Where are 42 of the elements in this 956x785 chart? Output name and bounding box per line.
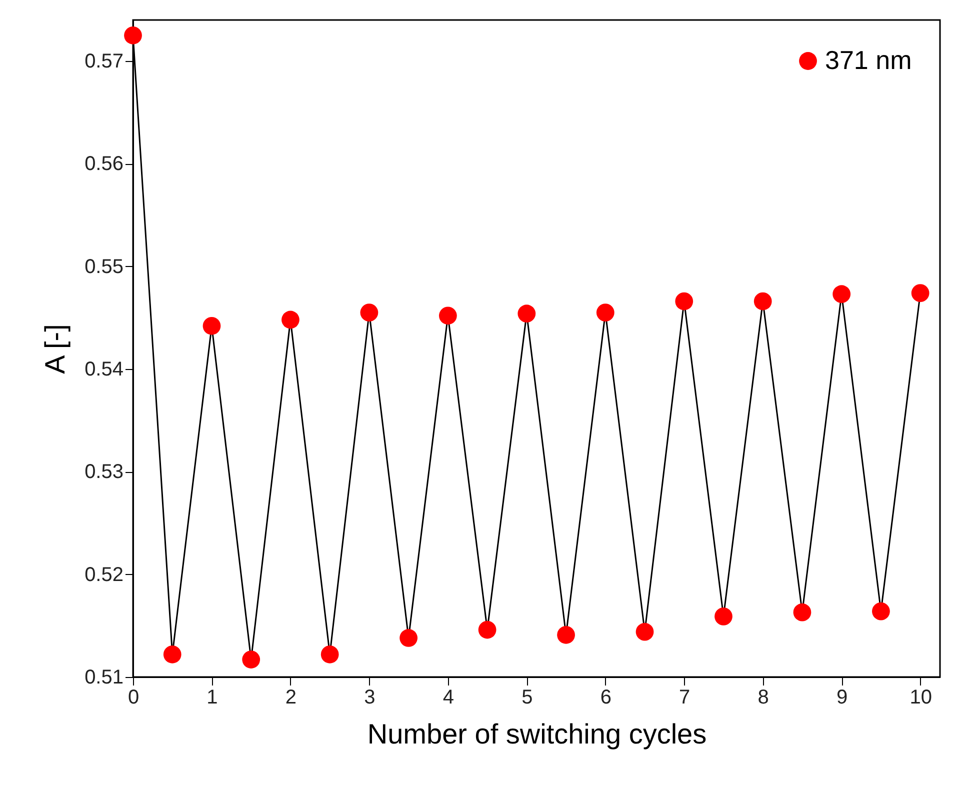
point [754, 292, 772, 310]
legend-label: 371 nm [825, 45, 912, 75]
y-tick-label: 0.54 [84, 358, 124, 381]
y-tick-label: 0.53 [84, 461, 124, 484]
point [478, 620, 496, 639]
point [400, 629, 418, 647]
x-tick-label: 3 [364, 686, 376, 708]
y-axis-title: A [-] [40, 324, 71, 374]
point [872, 602, 890, 620]
y-tick-label: 0.52 [84, 564, 124, 586]
point [675, 292, 694, 310]
y-tick-label: 0.56 [84, 153, 124, 176]
point [636, 622, 654, 641]
y-tick-label: 0.55 [84, 256, 124, 278]
y-tick-label: 0.57 [84, 50, 124, 73]
point [124, 26, 142, 44]
x-tick-label: 10 [910, 686, 932, 708]
point [438, 306, 457, 325]
point [911, 284, 930, 302]
x-tick-label: 2 [285, 686, 297, 708]
point [163, 645, 182, 664]
point [282, 310, 300, 329]
x-tick-label: 4 [442, 686, 454, 708]
x-tick-label: 9 [836, 686, 848, 708]
point [320, 645, 339, 664]
x-axis-title: Number of switching cycles [367, 718, 707, 750]
y-tick-label: 0.51 [84, 666, 124, 688]
point [793, 603, 812, 622]
point [557, 626, 575, 644]
point [360, 304, 378, 322]
point [596, 304, 614, 322]
point [242, 650, 260, 668]
x-tick-label: 5 [522, 686, 533, 708]
point [518, 304, 536, 323]
x-tick-label: 0 [128, 686, 140, 708]
x-tick-label: 7 [679, 686, 690, 708]
point [202, 316, 221, 335]
x-tick-label: 1 [206, 686, 218, 708]
x-tick-label: 6 [600, 686, 612, 708]
point [714, 608, 732, 626]
x-tick-label: 8 [758, 686, 769, 708]
point [832, 285, 851, 304]
